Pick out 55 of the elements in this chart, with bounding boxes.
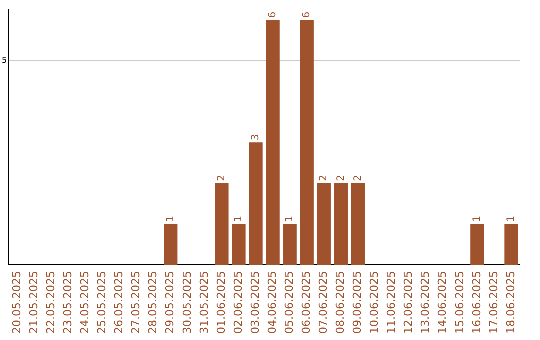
x-tick-label: 09.06.2025 [351,271,364,334]
x-tick-label: 03.06.2025 [248,271,262,334]
bar [351,183,366,266]
x-tick-label: 12.06.2025 [402,271,416,334]
y-tick-label: 5 [2,56,8,66]
x-tick-label: 26.05.2025 [112,271,126,334]
x-tick-label: 02.06.2025 [232,271,245,334]
x-tick-label: 18.06.2025 [504,271,518,334]
x-tick-label: 20.05.2025 [10,271,24,334]
bar [266,20,280,266]
x-tick-label: 01.06.2025 [214,271,228,334]
x-tick-label: 22.05.2025 [44,271,58,334]
data-label: 2 [216,175,228,182]
bar [504,224,518,266]
data-label: 6 [302,12,313,18]
x-tick-label: 16.06.2025 [470,271,484,334]
x-tick-label: 14.06.2025 [436,271,450,334]
x-tick-label: 29.05.2025 [164,271,177,334]
x-tick-label: 13.06.2025 [419,271,432,334]
bar [164,224,178,266]
data-label: 2 [352,175,364,182]
data-label: 1 [165,216,176,222]
data-label: 3 [250,134,262,141]
bar [232,224,246,266]
data-label: 6 [268,12,279,18]
data-label: 2 [318,175,330,182]
data-label: 1 [284,216,296,222]
x-tick-label: 23.05.2025 [62,271,75,334]
x-tick-label: 28.05.2025 [146,271,160,334]
x-tick-label: 04.06.2025 [266,271,279,334]
x-tick-label: 06.06.2025 [300,271,313,334]
bar [283,224,297,266]
bar [334,183,348,266]
bar [470,224,484,266]
bar [317,183,331,266]
x-tick-label: 17.06.2025 [487,271,500,334]
x-tick-label: 30.05.2025 [180,271,194,334]
data-label: 1 [506,216,518,222]
bar [249,142,263,266]
bar [215,183,229,266]
x-tick-label: 10.06.2025 [368,271,382,334]
x-tick-label: 27.05.2025 [130,271,143,334]
x-tick-label: 25.05.2025 [96,271,109,334]
x-tick-label: 11.06.2025 [385,271,398,334]
x-tick-label: 05.06.2025 [282,271,296,334]
x-tick-label: 07.06.2025 [317,271,330,334]
data-label: 1 [472,216,484,222]
x-tick-label: 08.06.2025 [334,271,348,334]
x-tick-label: 21.05.2025 [27,271,40,334]
x-tick-label: 24.05.2025 [78,271,92,334]
bar [300,20,314,266]
x-tick-label: 31.05.2025 [198,271,211,334]
data-label: 2 [336,175,347,182]
x-tick-label: 15.06.2025 [453,271,466,334]
data-label: 1 [234,216,245,222]
